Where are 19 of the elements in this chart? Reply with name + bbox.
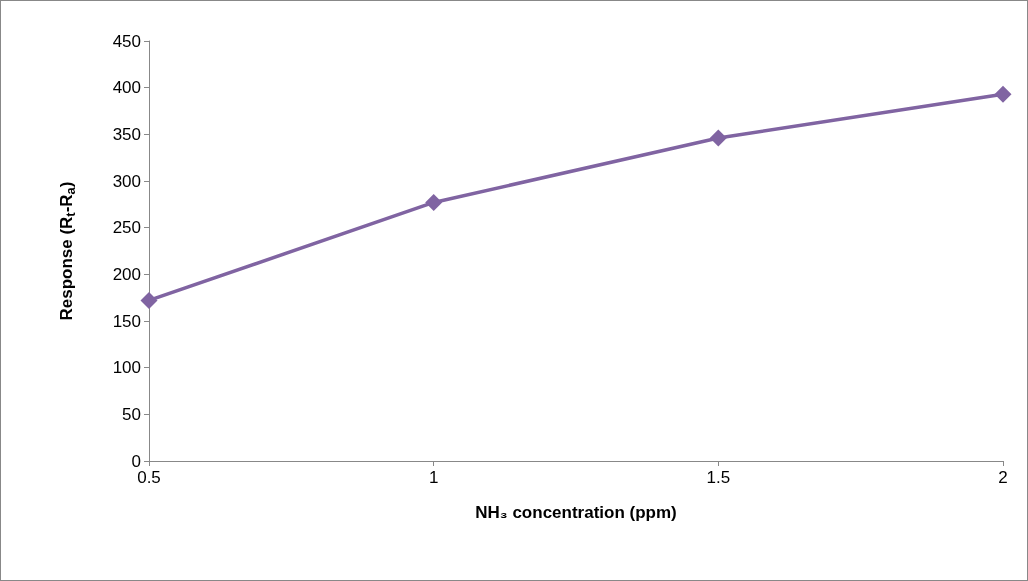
x-tick-label: 1 [428, 468, 439, 487]
y-tick-label: 100 [112, 358, 141, 378]
x-tick-label: 0.5 [137, 468, 161, 487]
y-tick-label: 450 [112, 31, 141, 51]
y-tick-label: 400 [112, 78, 141, 98]
point [425, 193, 443, 211]
point [709, 129, 727, 147]
y-tick-label: 250 [112, 218, 141, 238]
x-axis-title: NH₃ concentration (ppm) [475, 503, 677, 522]
x-tick-label: 1.5 [706, 468, 731, 487]
y-tick-label: 50 [122, 404, 141, 424]
point [140, 291, 158, 309]
y-tick-label: 0 [131, 451, 141, 471]
y-tick-label: 300 [112, 171, 141, 191]
y-tick-label: 200 [112, 264, 141, 284]
x-tick-label: 2 [998, 468, 1008, 487]
y-tick-label: 150 [112, 311, 141, 331]
y-tick-label: 350 [112, 124, 141, 144]
point [994, 85, 1012, 103]
